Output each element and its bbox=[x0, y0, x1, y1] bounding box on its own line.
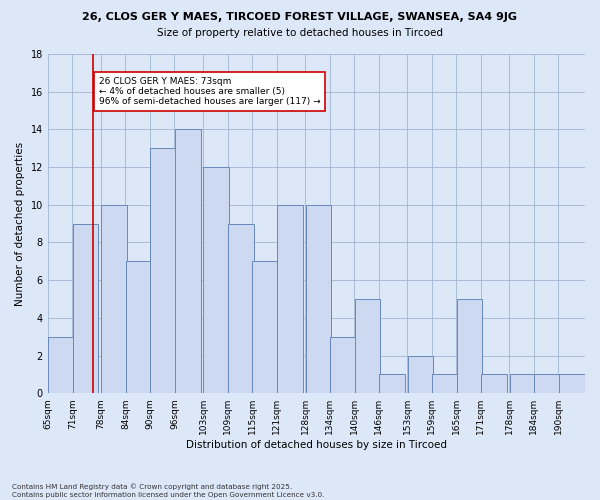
Bar bbox=[48, 336, 74, 393]
Bar bbox=[510, 374, 536, 393]
Bar bbox=[481, 374, 507, 393]
Bar bbox=[151, 148, 176, 393]
Bar bbox=[203, 167, 229, 393]
Bar bbox=[228, 224, 254, 393]
Bar bbox=[432, 374, 458, 393]
Bar bbox=[305, 205, 331, 393]
Text: 26, CLOS GER Y MAES, TIRCOED FOREST VILLAGE, SWANSEA, SA4 9JG: 26, CLOS GER Y MAES, TIRCOED FOREST VILL… bbox=[83, 12, 517, 22]
Bar bbox=[253, 262, 278, 393]
Bar bbox=[73, 224, 98, 393]
Bar bbox=[559, 374, 584, 393]
Bar bbox=[457, 299, 482, 393]
Bar bbox=[277, 205, 303, 393]
Y-axis label: Number of detached properties: Number of detached properties bbox=[15, 142, 25, 306]
Bar bbox=[535, 374, 560, 393]
Bar bbox=[126, 262, 152, 393]
Bar bbox=[408, 356, 433, 393]
Text: Contains HM Land Registry data © Crown copyright and database right 2025.
Contai: Contains HM Land Registry data © Crown c… bbox=[12, 484, 325, 498]
Bar bbox=[330, 336, 356, 393]
X-axis label: Distribution of detached houses by size in Tircoed: Distribution of detached houses by size … bbox=[186, 440, 447, 450]
Text: 26 CLOS GER Y MAES: 73sqm
← 4% of detached houses are smaller (5)
96% of semi-de: 26 CLOS GER Y MAES: 73sqm ← 4% of detach… bbox=[99, 76, 320, 106]
Bar bbox=[379, 374, 405, 393]
Bar bbox=[355, 299, 380, 393]
Bar bbox=[101, 205, 127, 393]
Text: Size of property relative to detached houses in Tircoed: Size of property relative to detached ho… bbox=[157, 28, 443, 38]
Bar bbox=[175, 130, 200, 393]
